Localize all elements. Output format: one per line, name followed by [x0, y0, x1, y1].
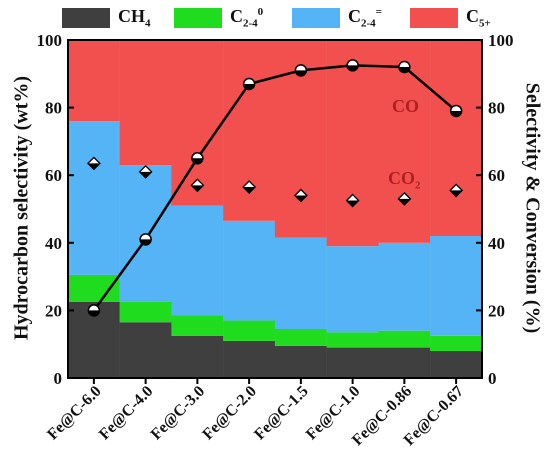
point-co2-fill: [139, 171, 152, 178]
legend-label-c5plus: C5+: [466, 6, 491, 30]
point-co2-fill: [243, 187, 256, 194]
annotation-co: CO: [392, 96, 419, 116]
bar-c5plus: [326, 40, 379, 247]
bar-c24_olefin: [171, 205, 224, 316]
y-axis-right-label: Selectivity & Conversion (%): [521, 82, 544, 334]
y-left-tick-label: 0: [54, 369, 63, 388]
y-right-tick-label: 100: [488, 31, 514, 50]
y-right-tick-label: 0: [488, 369, 497, 388]
bar-ch4: [430, 350, 483, 378]
y-left-tick-label: 80: [45, 99, 62, 118]
bar-c24_olefin: [430, 236, 483, 336]
point-co-fill: [191, 158, 203, 164]
bar-ch4: [378, 347, 431, 378]
point-co2-fill: [398, 198, 411, 205]
point-co2-fill: [294, 195, 307, 202]
legend-item-ch4: CH4: [62, 6, 151, 30]
bar-c24_paraffin: [430, 335, 483, 351]
point-co2-fill: [87, 163, 100, 170]
bar-c24_paraffin: [326, 332, 379, 348]
bar-c24_paraffin: [171, 315, 224, 336]
y-right-tick-label: 20: [488, 301, 505, 320]
bar-c24_olefin: [378, 242, 431, 331]
point-co2-fill: [346, 200, 359, 207]
bar-c24_paraffin: [223, 320, 276, 341]
bar-c24_paraffin: [119, 301, 172, 323]
y-left-tick-label: 60: [45, 166, 62, 185]
legend-swatch-c5plus: [410, 7, 458, 28]
bar-c24_olefin: [67, 121, 120, 275]
bar-ch4: [274, 345, 327, 378]
bar-c24_paraffin: [274, 328, 327, 346]
bar-c24_olefin: [326, 246, 379, 333]
point-co-fill: [398, 67, 410, 73]
line-co: [92, 64, 457, 312]
point-co-fill: [450, 110, 462, 117]
legend-label-c24-paraffin: C2-40: [230, 6, 264, 30]
point-co-fill: [140, 239, 152, 245]
bar-c24_paraffin: [67, 274, 120, 302]
point-co2-fill: [450, 190, 463, 197]
bar-ch4: [326, 347, 379, 378]
x-tick-label: Fe@C-3.0: [148, 383, 209, 444]
x-tick-label: Fe@C-1.5: [251, 383, 312, 444]
legend-swatch-c24-paraffin: [174, 7, 222, 28]
legend-label-c24-olefin: C2-4=: [348, 6, 382, 30]
legend-item-c24-olefin: C2-4=: [292, 6, 382, 30]
bar-ch4: [119, 322, 172, 378]
point-co-fill: [347, 65, 359, 71]
legend-item-c5plus: C5+: [410, 6, 491, 30]
bar-ch4: [223, 340, 276, 378]
plot-frame: [67, 39, 483, 379]
y-right-tick-label: 80: [488, 99, 505, 118]
y-axis-left-label: Hydrocarbon selectivity (wt%): [10, 75, 33, 341]
bar-c5plus: [430, 40, 483, 237]
x-tick-label: Fe@C-2.0: [199, 383, 260, 444]
bar-c5plus: [119, 40, 172, 166]
bar-c24_olefin: [274, 237, 327, 329]
point-co2-fill: [191, 185, 204, 192]
point-co-fill: [88, 310, 100, 316]
annotation-co2: CO2: [388, 168, 421, 192]
x-tick-label: Fe@C-4.0: [96, 383, 157, 444]
bar-c5plus: [378, 40, 431, 243]
legend-label-ch4: CH4: [118, 6, 151, 30]
y-right-tick-label: 60: [488, 166, 505, 185]
bar-c24_paraffin: [378, 330, 431, 348]
bar-ch4: [171, 335, 224, 378]
x-tick-label: Fe@C-6.0: [44, 383, 105, 444]
legend-swatch-c24-olefin: [292, 7, 340, 28]
y-right-tick-label: 40: [488, 234, 505, 253]
point-co-fill: [243, 83, 255, 90]
point-co-fill: [295, 70, 307, 76]
legend-swatch-ch4: [62, 7, 110, 28]
y-left-tick-label: 100: [37, 31, 63, 50]
y-left-tick-label: 40: [45, 234, 62, 253]
bar-c5plus: [171, 40, 224, 206]
y-left-tick-label: 20: [45, 301, 62, 320]
bar-c5plus: [67, 40, 120, 122]
legend: CH4 C2-40 C2-4= C5+: [62, 6, 502, 32]
bar-c24_olefin: [223, 220, 276, 321]
legend-item-c24-paraffin: C2-40: [174, 6, 263, 30]
